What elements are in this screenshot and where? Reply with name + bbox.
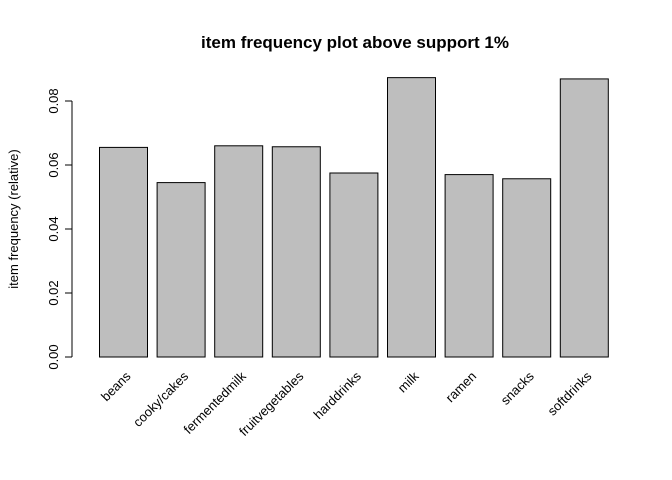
bar-milk [387, 77, 436, 358]
y-tick-label: 0.08 [46, 88, 61, 113]
bar-beans [99, 146, 148, 358]
y-tick-label: 0.00 [46, 344, 61, 369]
category-label: softdrinks [544, 368, 594, 418]
category-label: harddrinks [310, 368, 364, 422]
y-axis-label: item frequency (relative) [6, 149, 21, 288]
category-label: milk [395, 368, 422, 395]
bar-cooky-cakes [156, 182, 206, 358]
bars-group [99, 77, 609, 358]
bar-fermentedmilk [214, 145, 264, 358]
category-label: beans [98, 368, 134, 404]
y-axis: 0.00 0.02 0.04 0.06 0.08 [46, 88, 73, 370]
bar-snacks [502, 178, 552, 358]
category-label: ramen [443, 369, 480, 406]
y-tick-label: 0.06 [46, 152, 61, 177]
category-label: snacks [498, 368, 538, 408]
chart-title: item frequency plot above support 1% [201, 33, 509, 52]
bar-fruitvegetables [271, 146, 321, 358]
category-labels: beanscooky/cakesfermentedmilkfruitvegeta… [98, 368, 595, 439]
bar-ramen [444, 174, 494, 358]
bar-softdrinks [559, 78, 609, 358]
category-label: cooky/cakes [130, 368, 192, 430]
y-tick-label: 0.02 [46, 280, 61, 305]
y-tick-label: 0.04 [46, 216, 61, 241]
bar-harddrinks [329, 172, 379, 358]
